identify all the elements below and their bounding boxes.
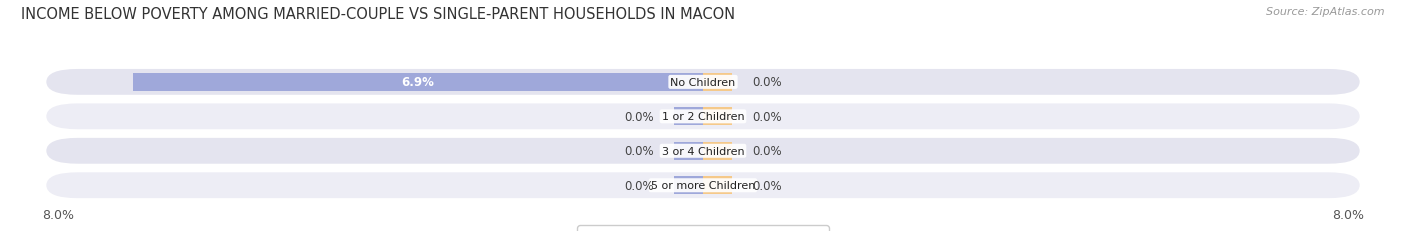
Text: 0.0%: 0.0% bbox=[752, 145, 782, 158]
Text: 0.0%: 0.0% bbox=[752, 179, 782, 192]
FancyBboxPatch shape bbox=[46, 138, 1360, 164]
Text: Source: ZipAtlas.com: Source: ZipAtlas.com bbox=[1267, 7, 1385, 17]
Text: 3 or 4 Children: 3 or 4 Children bbox=[662, 146, 744, 156]
Text: 0.0%: 0.0% bbox=[752, 76, 782, 89]
Text: 0.0%: 0.0% bbox=[624, 179, 654, 192]
Text: 0.0%: 0.0% bbox=[752, 110, 782, 123]
Text: INCOME BELOW POVERTY AMONG MARRIED-COUPLE VS SINGLE-PARENT HOUSEHOLDS IN MACON: INCOME BELOW POVERTY AMONG MARRIED-COUPL… bbox=[21, 7, 735, 22]
Legend: Married Couples, Single Parents: Married Couples, Single Parents bbox=[578, 225, 828, 231]
Bar bbox=[134, 74, 703, 91]
FancyBboxPatch shape bbox=[46, 70, 1360, 95]
Text: 1 or 2 Children: 1 or 2 Children bbox=[662, 112, 744, 122]
Bar bbox=[673, 176, 703, 194]
Text: 5 or more Children: 5 or more Children bbox=[651, 180, 755, 190]
Text: 8.0%: 8.0% bbox=[42, 208, 75, 221]
Bar bbox=[703, 74, 733, 91]
Text: No Children: No Children bbox=[671, 78, 735, 88]
Bar bbox=[703, 108, 733, 126]
FancyBboxPatch shape bbox=[46, 173, 1360, 198]
FancyBboxPatch shape bbox=[46, 104, 1360, 130]
Text: 6.9%: 6.9% bbox=[402, 76, 434, 89]
Bar bbox=[703, 142, 733, 160]
Text: 8.0%: 8.0% bbox=[1331, 208, 1364, 221]
Bar bbox=[673, 142, 703, 160]
Text: 0.0%: 0.0% bbox=[624, 110, 654, 123]
Bar bbox=[673, 108, 703, 126]
Bar bbox=[703, 176, 733, 194]
Text: 0.0%: 0.0% bbox=[624, 145, 654, 158]
